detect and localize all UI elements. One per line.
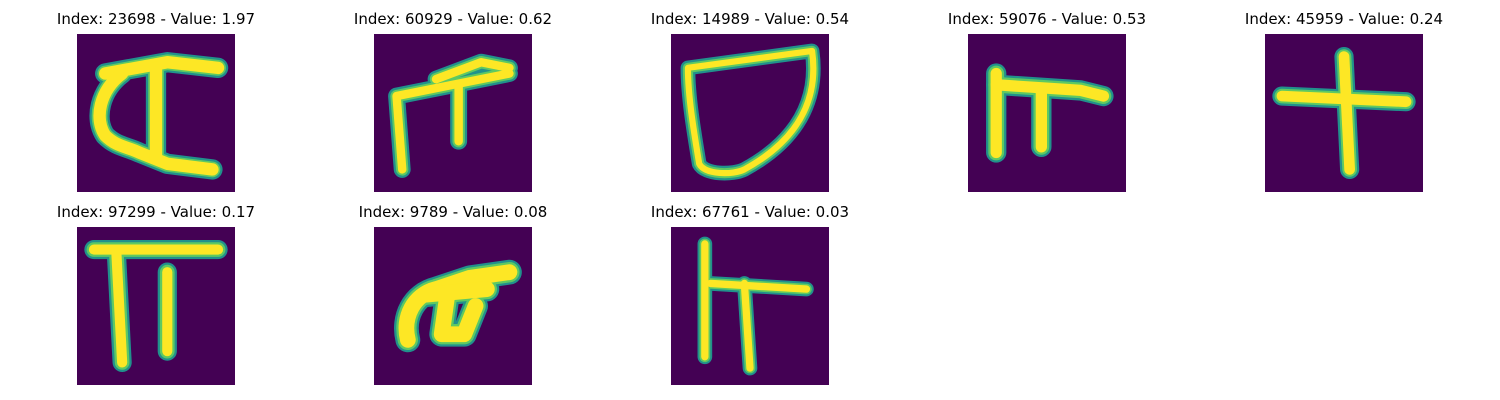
glyph-image (968, 34, 1126, 192)
image-panel-1: Index: 23698 - Value: 1.97 (11, 0, 301, 192)
panel-title: Index: 60929 - Value: 0.62 (353, 10, 553, 28)
image-panel-6: Index: 97299 - Value: 0.17 (11, 193, 301, 385)
image-panel-7: Index: 9789 - Value: 0.08 (308, 193, 598, 385)
panel-title: Index: 9789 - Value: 0.08 (358, 203, 548, 221)
glyph-7 (697, 236, 814, 376)
glyph-4 (1272, 46, 1416, 180)
glyph-image (77, 34, 235, 192)
panel-title: Index: 97299 - Value: 0.17 (56, 203, 256, 221)
glyph-image (1265, 34, 1423, 192)
glyph-image (374, 227, 532, 385)
image-panel-5: Index: 45959 - Value: 0.24 (1199, 0, 1489, 192)
image-panel-4: Index: 59076 - Value: 0.53 (902, 0, 1192, 192)
glyph-image (671, 34, 829, 192)
image-panel-8: Index: 67761 - Value: 0.03 (605, 193, 895, 385)
image-panel-3: Index: 14989 - Value: 0.54 (605, 0, 895, 192)
glyph-0 (89, 52, 229, 180)
image-panel-2: Index: 60929 - Value: 0.62 (308, 0, 598, 192)
glyph-image (77, 227, 235, 385)
panel-title: Index: 59076 - Value: 0.53 (947, 10, 1147, 28)
glyph-image (374, 34, 532, 192)
glyph-image (671, 227, 829, 385)
glyph-1 (388, 53, 518, 178)
glyph-2 (680, 43, 821, 181)
glyph-6 (394, 259, 522, 353)
glyph-3 (986, 63, 1114, 163)
panel-title: Index: 67761 - Value: 0.03 (650, 203, 850, 221)
panel-title: Index: 14989 - Value: 0.54 (650, 10, 850, 28)
panel-title: Index: 23698 - Value: 1.97 (56, 10, 256, 28)
glyph-5 (84, 239, 228, 373)
panel-title: Index: 45959 - Value: 0.24 (1244, 10, 1444, 28)
